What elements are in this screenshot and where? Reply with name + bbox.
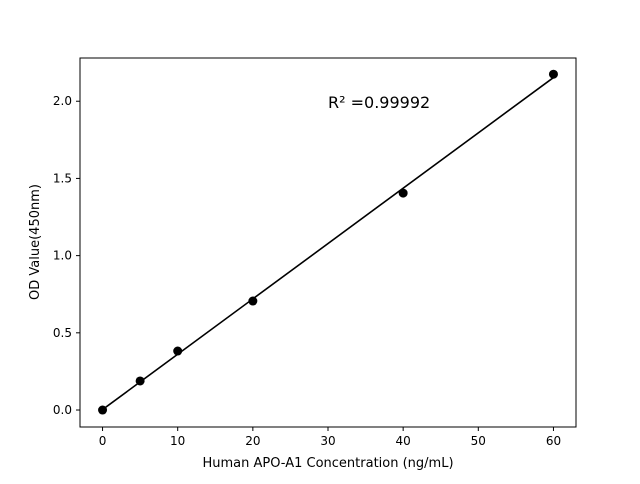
y-axis-label: OD Value(450nm) [28, 184, 43, 300]
y-tick-label: 1.0 [53, 249, 72, 263]
y-tick-label: 1.5 [53, 171, 72, 185]
data-point [248, 296, 258, 306]
y-tick-label: 0.0 [53, 403, 72, 417]
x-tick-label: 40 [396, 434, 411, 448]
y-tick-label: 2.0 [53, 94, 72, 108]
data-point [173, 346, 183, 356]
x-axis-label: Human APO-A1 Concentration (ng/mL) [202, 456, 453, 471]
data-point [548, 69, 558, 79]
data-point [98, 405, 108, 415]
data-point [135, 376, 145, 386]
y-tick-label: 0.5 [53, 326, 72, 340]
data-point [398, 188, 408, 198]
x-tick-label: 60 [546, 434, 561, 448]
x-tick-label: 0 [99, 434, 107, 448]
x-tick-label: 50 [471, 434, 486, 448]
x-tick-label: 30 [320, 434, 335, 448]
x-tick-label: 20 [245, 434, 260, 448]
annotation: R² =0.99992 [328, 93, 430, 112]
x-tick-label: 10 [170, 434, 185, 448]
